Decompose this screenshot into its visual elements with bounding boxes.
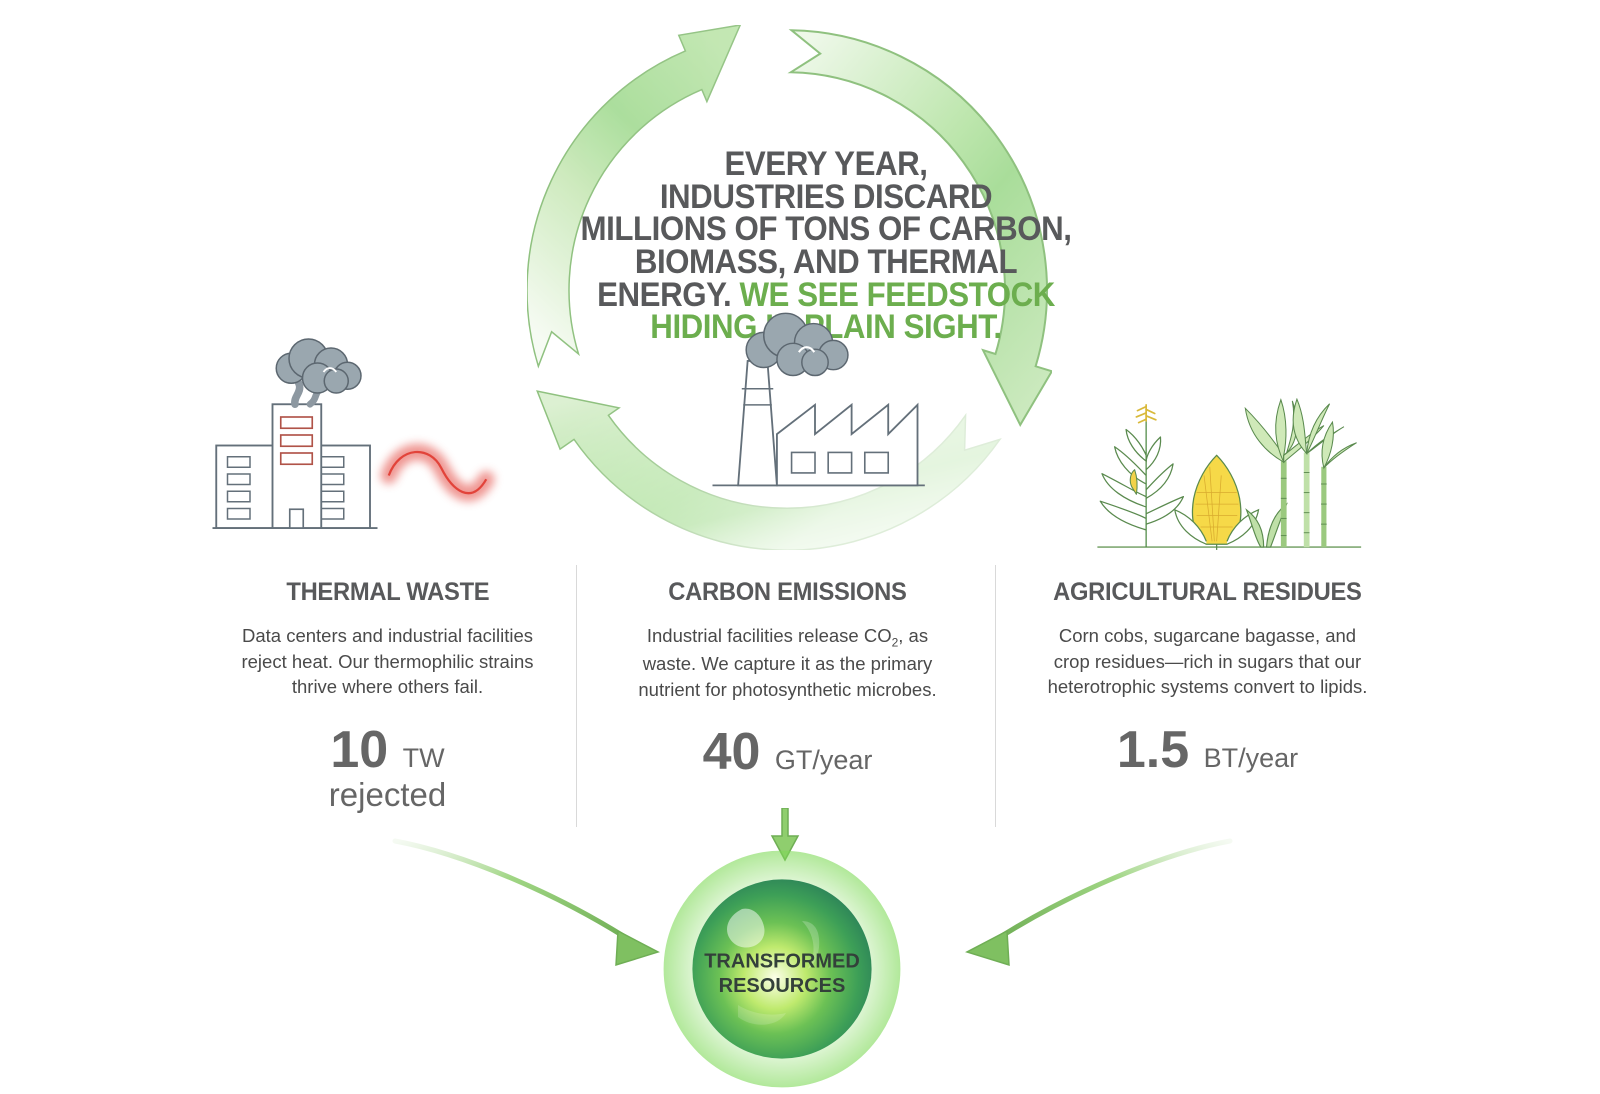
svg-text:TRANSFORMED: TRANSFORMED [704,950,860,972]
svg-text:RESOURCES: RESOURCES [719,975,846,997]
